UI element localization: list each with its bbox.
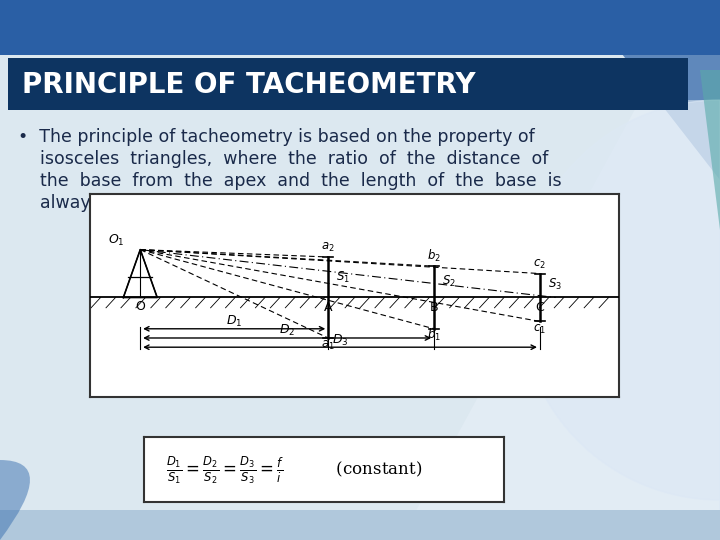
Text: PRINCIPLE OF TACHEOMETRY: PRINCIPLE OF TACHEOMETRY [22,71,476,99]
Text: $O_1$: $O_1$ [108,233,125,248]
Text: $c_1$: $c_1$ [534,323,546,336]
Text: B: B [430,301,438,314]
Text: O: O [135,300,145,313]
Text: $D_1$: $D_1$ [226,314,243,329]
Text: $D_2$: $D_2$ [279,323,295,339]
Bar [0,0,720,55]
Text: isosceles  triangles,  where  the  ratio  of  the  distance  of: isosceles triangles, where the ratio of … [18,150,549,168]
PathPatch shape [400,100,720,540]
Text: •  The principle of tacheometry is based on the property of: • The principle of tacheometry is based … [18,128,535,146]
Bar [0,510,720,540]
Text: C: C [536,301,544,314]
Text: always constant.: always constant. [18,194,186,212]
Text: the  base  from  the  apex  and  the  length  of  the  base  is: the base from the apex and the length of… [18,172,562,190]
Text: $b_2$: $b_2$ [427,247,441,264]
Text: $b_1$: $b_1$ [427,327,441,343]
Text: $S_3$: $S_3$ [548,277,562,292]
Text: $S_2$: $S_2$ [442,274,456,289]
PathPatch shape [580,0,720,180]
PathPatch shape [700,70,720,230]
Text: $a_1$: $a_1$ [321,339,335,353]
Text: $c_2$: $c_2$ [534,258,546,271]
Text: $a_2$: $a_2$ [321,241,335,254]
Text: $\frac{D_1}{S_1} = \frac{D_2}{S_2} = \frac{D_3}{S_3} = \frac{f}{i}$          (co: $\frac{D_1}{S_1} = \frac{D_2}{S_2} = \fr… [166,454,422,485]
Text: $S_1$: $S_1$ [336,271,350,286]
Text: A: A [324,301,333,314]
Polygon shape [520,100,720,540]
Text: $D_3$: $D_3$ [332,333,348,348]
PathPatch shape [0,460,30,540]
Bar [8,58,688,110]
